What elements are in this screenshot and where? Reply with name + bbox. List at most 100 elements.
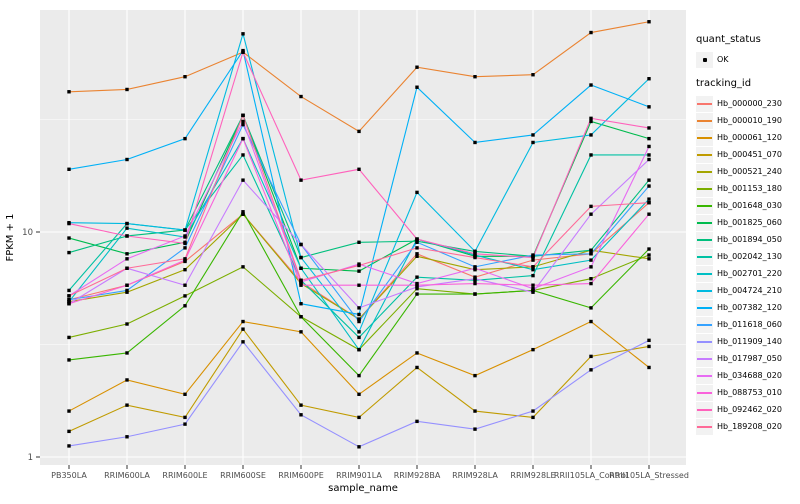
legend-item-Hb_000451_070: Hb_000451_070 xyxy=(696,146,800,163)
data-point xyxy=(415,254,419,258)
x-tick-label: PB350LA xyxy=(51,471,87,480)
data-point xyxy=(241,327,245,331)
data-point xyxy=(241,178,245,182)
legend-key-box xyxy=(696,95,713,112)
y-axis-title: FPKM + 1 xyxy=(5,213,16,261)
legend-item-label: Hb_088753_010 xyxy=(717,388,782,397)
legend-item-Hb_001825_060: Hb_001825_060 xyxy=(696,214,800,231)
data-point xyxy=(241,153,245,157)
legend-item-label: Hb_011909_140 xyxy=(717,337,782,346)
data-point xyxy=(589,265,593,269)
series-color-line-icon xyxy=(697,187,712,190)
data-point xyxy=(67,250,71,255)
data-point xyxy=(125,226,129,230)
data-point xyxy=(357,312,361,317)
data-point xyxy=(67,167,71,171)
data-point xyxy=(531,140,535,145)
data-point xyxy=(299,266,303,270)
data-point xyxy=(183,267,187,272)
data-point xyxy=(589,153,593,157)
x-tick-label: RRII105LA_Stressed xyxy=(609,471,689,480)
data-point xyxy=(647,257,651,261)
legend-item-label: Hb_004724_210 xyxy=(717,286,782,295)
legend-item-Hb_034688_020: Hb_034688_020 xyxy=(696,367,800,384)
legend: quant_status OK tracking_id Hb_000000_23… xyxy=(690,0,800,500)
data-point xyxy=(241,119,245,124)
line-chart: 1 10 PB350LA RRIM600LA RRIM600LE RRIM600SE RRI… xyxy=(5,10,689,494)
legend-key-box xyxy=(696,214,713,231)
data-point xyxy=(357,283,361,287)
series-color-line-icon xyxy=(697,357,712,360)
data-point xyxy=(125,234,129,238)
data-point xyxy=(125,435,129,439)
data-point xyxy=(589,116,593,121)
legend-item-Hb_092462_020: Hb_092462_020 xyxy=(696,401,800,418)
data-point xyxy=(241,32,245,36)
data-point xyxy=(125,252,129,256)
data-point xyxy=(589,119,593,124)
data-point xyxy=(589,30,593,35)
data-point xyxy=(183,283,187,287)
data-point xyxy=(531,347,535,352)
legend-item-label: Hb_017987_050 xyxy=(717,354,782,363)
series-color-line-icon xyxy=(697,119,712,122)
series-color-line-icon xyxy=(697,408,712,411)
data-point xyxy=(67,302,71,306)
legend-key-box xyxy=(696,163,713,180)
data-point xyxy=(647,253,651,257)
data-point xyxy=(183,228,187,232)
data-point xyxy=(125,157,129,162)
legend-item-label: Hb_001825_060 xyxy=(717,218,782,227)
x-tick-label: RRIM928LA xyxy=(452,471,498,480)
data-point xyxy=(589,368,593,372)
data-point xyxy=(67,288,71,293)
data-point xyxy=(67,90,71,94)
data-point xyxy=(647,338,651,343)
legend-item-Hb_000061_120: Hb_000061_120 xyxy=(696,129,800,146)
data-point xyxy=(357,269,361,273)
data-point xyxy=(357,167,361,171)
series-color-line-icon xyxy=(697,221,712,224)
data-point xyxy=(531,253,535,257)
legend-item-label: Hb_000000_230 xyxy=(717,99,782,108)
data-point xyxy=(357,415,361,420)
data-point xyxy=(415,65,419,69)
legend-key-box xyxy=(696,146,713,163)
legend-item-Hb_001648_030: Hb_001648_030 xyxy=(696,197,800,214)
data-point xyxy=(299,302,303,306)
data-point xyxy=(589,354,593,359)
data-point xyxy=(647,212,651,216)
legend-item-label: Hb_007382_120 xyxy=(717,303,782,312)
legend-item-label: Hb_001153_180 xyxy=(717,184,782,193)
data-point xyxy=(125,221,129,226)
legend-item-Hb_004724_210: Hb_004724_210 xyxy=(696,282,800,299)
x-tick-label: RRIM600PE xyxy=(278,471,324,480)
x-tick-label: RRIM901LA xyxy=(336,471,382,480)
legend-key-box xyxy=(696,112,713,129)
data-point xyxy=(183,392,187,396)
data-point xyxy=(589,258,593,262)
data-point xyxy=(299,278,303,283)
data-point xyxy=(647,105,651,109)
data-point xyxy=(67,444,71,448)
legend-item-Hb_011909_140: Hb_011909_140 xyxy=(696,333,800,350)
data-point xyxy=(241,122,245,127)
data-point xyxy=(241,319,245,324)
data-point xyxy=(299,255,303,260)
legend-item-label: Hb_001894_050 xyxy=(717,235,782,244)
legend-item-Hb_011618_060: Hb_011618_060 xyxy=(696,316,800,333)
data-point xyxy=(647,344,651,349)
data-point xyxy=(67,300,71,304)
legend-key-box xyxy=(696,265,713,282)
data-point xyxy=(183,294,187,298)
data-point xyxy=(183,136,187,141)
series-color-line-icon xyxy=(697,255,712,258)
data-point xyxy=(531,255,535,260)
data-point xyxy=(183,257,187,261)
data-point xyxy=(415,286,419,291)
legend-item-Hb_088753_010: Hb_088753_010 xyxy=(696,384,800,401)
data-point xyxy=(589,204,593,209)
legend-item-label: Hb_034688_020 xyxy=(717,371,782,380)
data-point xyxy=(357,373,361,378)
data-point xyxy=(531,415,535,420)
